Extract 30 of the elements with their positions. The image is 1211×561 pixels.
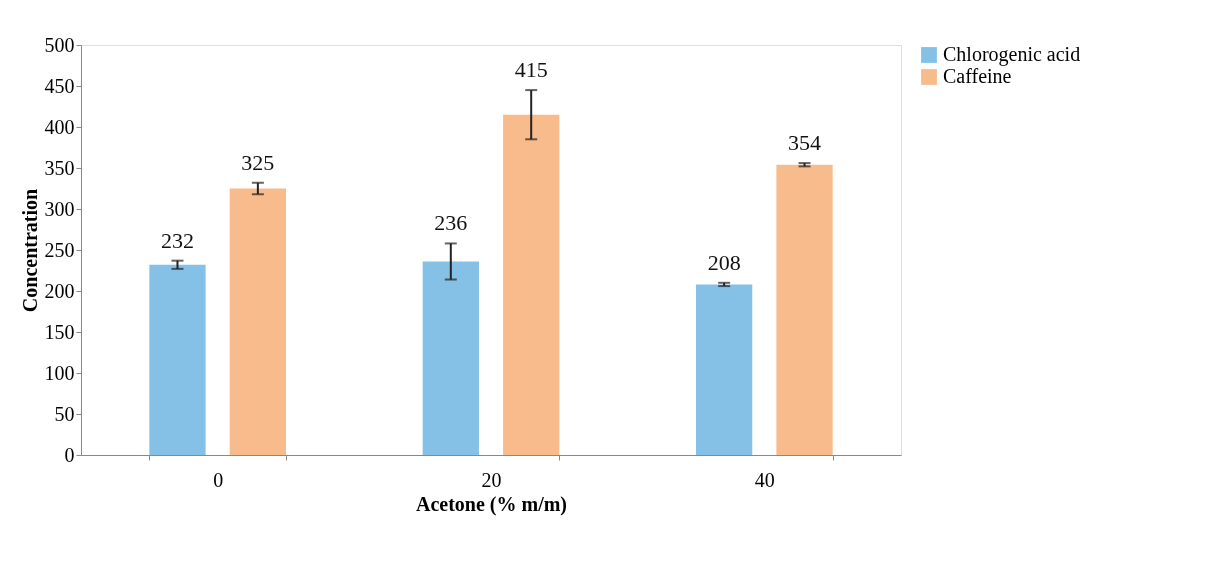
y-tick-label: 500: [44, 33, 75, 56]
x-axis-title: Acetone (% m/m): [415, 492, 568, 516]
bar: [776, 164, 833, 455]
y-tick-label: 0: [64, 443, 75, 466]
x-tick-label: 40: [754, 468, 775, 491]
legend-label: Chlorogenic acid: [943, 43, 1081, 66]
x-tick-label: 0: [213, 468, 224, 491]
legend-label: Caffeine: [943, 65, 1012, 87]
data-label: 208: [707, 249, 741, 275]
data-label: 325: [241, 149, 275, 175]
bar: [503, 114, 560, 455]
y-tick-label: 250: [44, 238, 75, 261]
y-tick-label: 150: [44, 320, 75, 343]
data-label: 354: [788, 130, 822, 156]
y-tick-label: 350: [44, 156, 75, 179]
y-tick-label: 100: [44, 361, 75, 384]
y-tick-label: 300: [44, 197, 75, 220]
y-tick-label: 400: [44, 115, 75, 138]
y-tick-label: 50: [54, 402, 75, 425]
data-label: 236: [434, 210, 468, 236]
bar: [149, 264, 206, 455]
data-label: 232: [160, 227, 194, 253]
y-tick-label: 200: [44, 279, 75, 302]
y-axis-title: Concentration: [18, 188, 41, 313]
x-tick-label: 20: [481, 468, 502, 491]
y-tick-label: 450: [44, 74, 75, 97]
bar: [422, 261, 479, 455]
bar: [229, 188, 286, 455]
data-label: 415: [514, 57, 548, 83]
bar: [696, 284, 753, 455]
